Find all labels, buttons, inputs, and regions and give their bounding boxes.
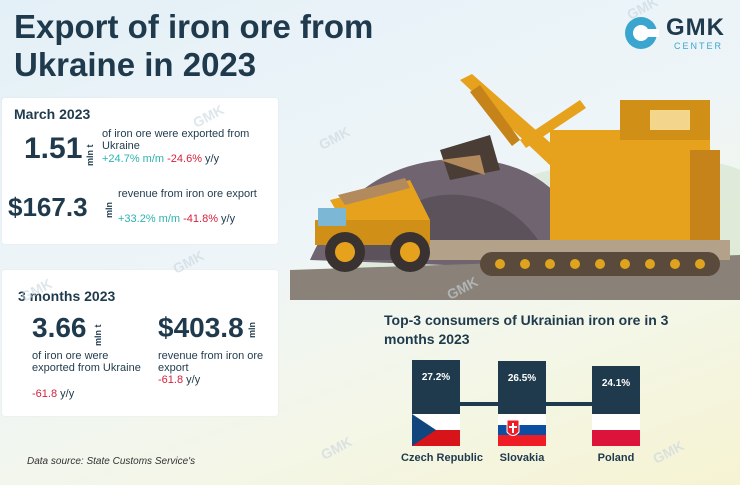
page-title: Export of iron ore from Ukraine in 2023 — [14, 8, 374, 83]
three-months-revenue-value: $403.8 — [158, 312, 244, 343]
data-source: Data source: State Customs Service's — [27, 456, 196, 467]
three-months-volume-value: 3.66 — [32, 312, 87, 343]
march-volume-mm: +24.7% m/m — [102, 153, 165, 165]
three-months-card: 3 months 2023 3.66 mln t of iron ore wer… — [2, 270, 278, 416]
march-revenue-description: revenue from iron ore export — [118, 188, 257, 200]
march-volume-change: +24.7% m/m -24.6% y/y — [102, 153, 274, 165]
march-2023-card: March 2023 1.51 mln t of iron ore were e… — [2, 98, 278, 244]
three-months-revenue-change: -61.8 y/y — [158, 374, 268, 386]
logo-subtitle: CENTER — [674, 41, 724, 51]
three-months-volume-unit: mln t — [93, 324, 103, 347]
country-label-slovakia: Slovakia — [499, 452, 545, 464]
czech-flag-icon — [412, 414, 460, 446]
watermark: GMK — [318, 433, 355, 463]
chart-title: Top-3 consumers of Ukrainian iron ore in… — [384, 312, 669, 347]
march-revenue-yy: -41.8% — [183, 213, 218, 225]
march-volume-description: of iron ore were exported from Ukraine — [102, 128, 250, 152]
gmk-logo-icon — [625, 17, 659, 49]
march-heading: March 2023 — [14, 106, 91, 122]
three-months-volume-change: -61.8 y/y — [32, 388, 142, 400]
march-volume-yy-suffix: y/y — [201, 153, 220, 165]
three-months-volume-description: of iron ore were exported from Ukraine — [32, 350, 141, 374]
logo-name: GMK — [666, 14, 725, 41]
chart-bar-label: 24.1% — [601, 378, 631, 389]
country-label-czech-republic: Czech Republic — [401, 452, 483, 464]
three-months-revenue-yy-suffix: y/y — [183, 374, 201, 386]
mining-illustration — [290, 74, 740, 300]
chart-bar-label: 26.5% — [507, 373, 537, 384]
chart-bar-label: 27.2% — [421, 372, 451, 383]
country-label-poland: Poland — [597, 452, 635, 464]
gmk-logo: GMK CENTER — [622, 14, 732, 54]
poland-flag-icon — [592, 414, 640, 446]
march-revenue-unit: mln — [104, 201, 114, 218]
chart-bar-slovakia: 26.5% — [498, 361, 546, 414]
three-months-revenue-description: revenue from iron ore export — [158, 350, 264, 374]
march-volume-value: 1.51 — [24, 132, 83, 165]
march-revenue-value: $167.3 — [8, 192, 88, 222]
march-volume-yy: -24.6% — [167, 153, 202, 165]
slovakia-flag-icon — [498, 414, 546, 446]
three-months-revenue-unit: mln — [247, 321, 257, 338]
march-revenue-change: +33.2% m/m -41.8% y/y — [118, 213, 278, 225]
three-months-revenue-yy: -61.8 — [158, 374, 184, 386]
watermark: GMK — [650, 437, 687, 467]
three-months-volume-yy-suffix: y/y — [57, 388, 75, 400]
three-months-heading: 3 months 2023 — [18, 288, 116, 304]
chart-bar-poland: 24.1% — [592, 366, 640, 414]
three-months-volume-yy: -61.8 — [32, 388, 58, 400]
chart-bar-czech-republic: 27.2% — [412, 360, 460, 414]
march-revenue-mm: +33.2% m/m — [118, 213, 181, 225]
march-revenue-yy-suffix: y/y — [217, 213, 236, 225]
march-volume-unit: mln t — [85, 144, 95, 167]
